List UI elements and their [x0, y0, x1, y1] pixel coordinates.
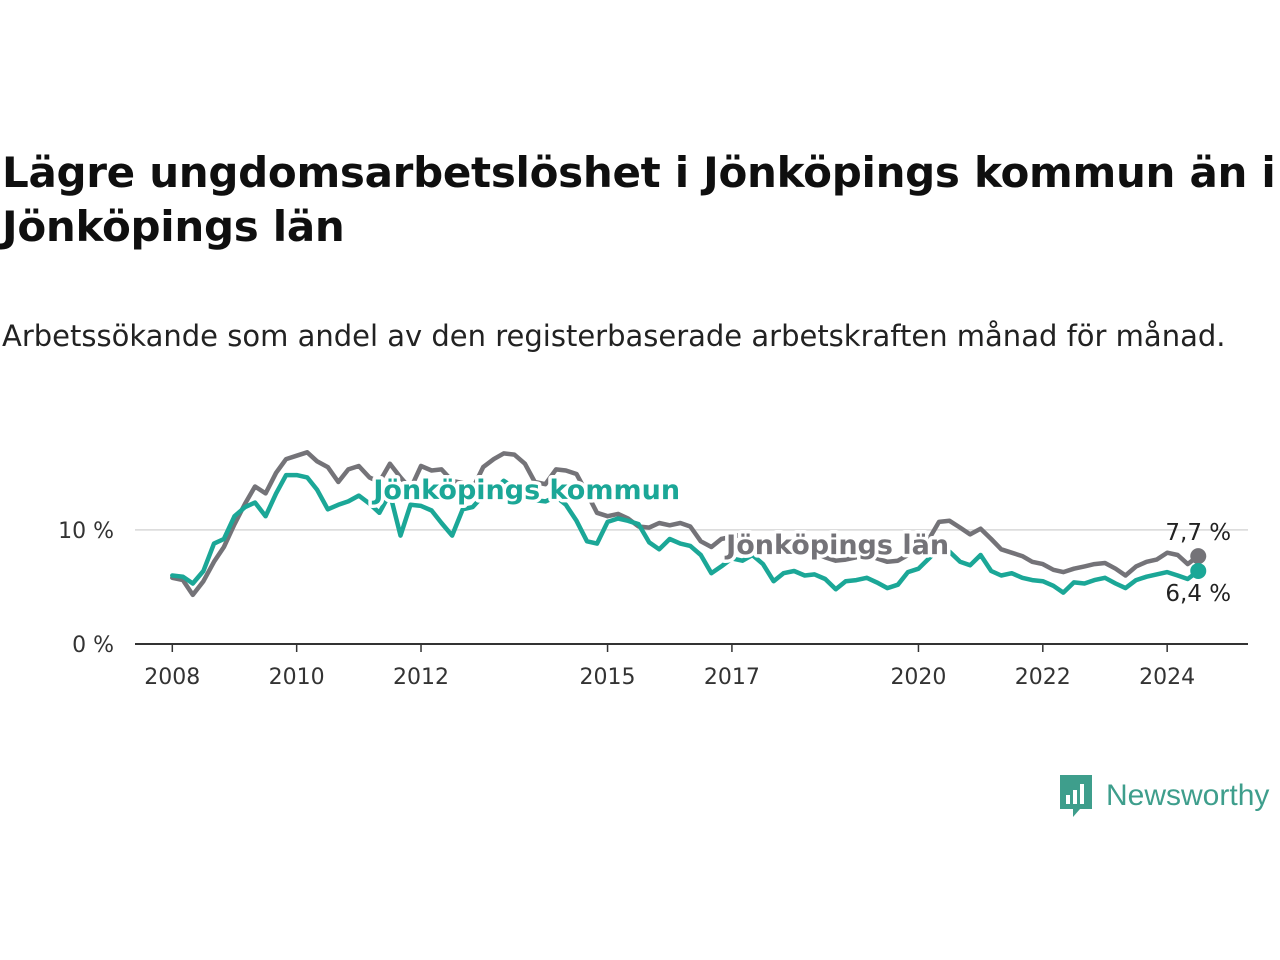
newsworthy-logo[interactable]: Newsworthy — [1058, 772, 1269, 820]
series-end-point-1 — [1190, 562, 1207, 579]
x-tick-label: 2020 — [890, 665, 946, 690]
series-line-0 — [170, 450, 1201, 598]
end-value-label-kommun: 6,4 % — [1165, 581, 1231, 607]
bar-chart-icon — [1060, 775, 1092, 817]
end-value-label-lan: 7,7 % — [1165, 520, 1231, 546]
series-label-1: Jönköpings län — [724, 530, 949, 561]
chart-title: Lägre ungdomsarbetslöshet i Jönköpings k… — [2, 148, 1276, 251]
x-tick-label: 2022 — [1015, 665, 1071, 690]
x-tick-label: 2012 — [393, 665, 449, 690]
x-tick-label: 2017 — [704, 665, 760, 690]
x-tick-label: 2015 — [580, 665, 636, 690]
chart-subtitle: Arbetssökande som andel av den registerb… — [2, 319, 1226, 353]
y-tick-label: 0 % — [72, 633, 114, 658]
x-tick-label: 2010 — [269, 665, 325, 690]
series-line-1 — [170, 472, 1201, 595]
x-tick-label: 2008 — [144, 665, 200, 690]
series-end-point-0 — [1190, 548, 1207, 565]
y-tick-label: 10 % — [58, 519, 114, 544]
brand-name: Newsworthy — [1106, 779, 1270, 812]
x-tick-label: 2024 — [1139, 665, 1195, 690]
line-chart: 0 %10 %2008 2010 2012 2015 2017 2020 2022 2024 … — [58, 450, 1248, 690]
series-label-0: Jönköpings kommun — [371, 475, 680, 506]
